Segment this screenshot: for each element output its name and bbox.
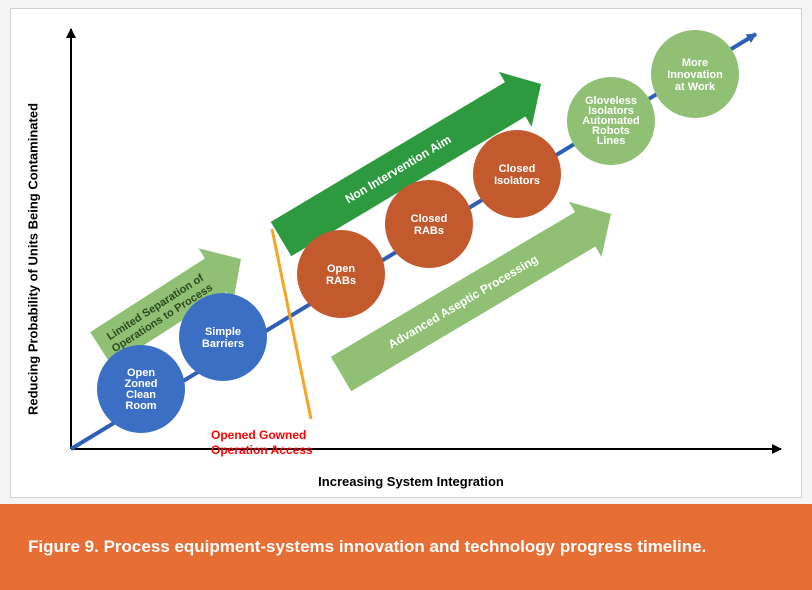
node-open-zoned: OpenZonedCleanRoom [97, 345, 185, 433]
node-simple-barriers: SimpleBarriers [179, 293, 267, 381]
node-gloveless: GlovelessIsolatorsAutomatedRobotsLines [567, 77, 655, 165]
node-more-innovation: MoreInnovationat Work [651, 30, 739, 118]
node-closed-isolators: ClosedIsolators [473, 130, 561, 218]
caption-bar: Figure 9. Process equipment-systems inno… [0, 504, 812, 590]
node-open-rabs: OpenRABs [297, 230, 385, 318]
y-axis-label: Reducing Probability of Units Being Cont… [26, 103, 41, 415]
band-arrow-label-advanced-aseptic: Advanced Aseptic Processing [386, 252, 541, 352]
node-label-closed-rabs: ClosedRABs [411, 213, 448, 237]
node-label-open-zoned: OpenZonedCleanRoom [125, 367, 158, 412]
x-axis-label: Increasing System Integration [318, 474, 504, 489]
node-label-closed-isolators: ClosedIsolators [494, 163, 540, 187]
node-label-open-rabs: OpenRABs [326, 263, 356, 287]
node-label-simple-barriers: SimpleBarriers [202, 326, 244, 350]
node-closed-rabs: ClosedRABs [385, 180, 473, 268]
diagram-svg: Limited Separation ofOperations to Proce… [51, 19, 791, 469]
annotation-text: Opened GownedOperation Access [211, 428, 313, 457]
chart-area: Reducing Probability of Units Being Cont… [10, 8, 802, 498]
caption-text: Figure 9. Process equipment-systems inno… [28, 537, 706, 557]
